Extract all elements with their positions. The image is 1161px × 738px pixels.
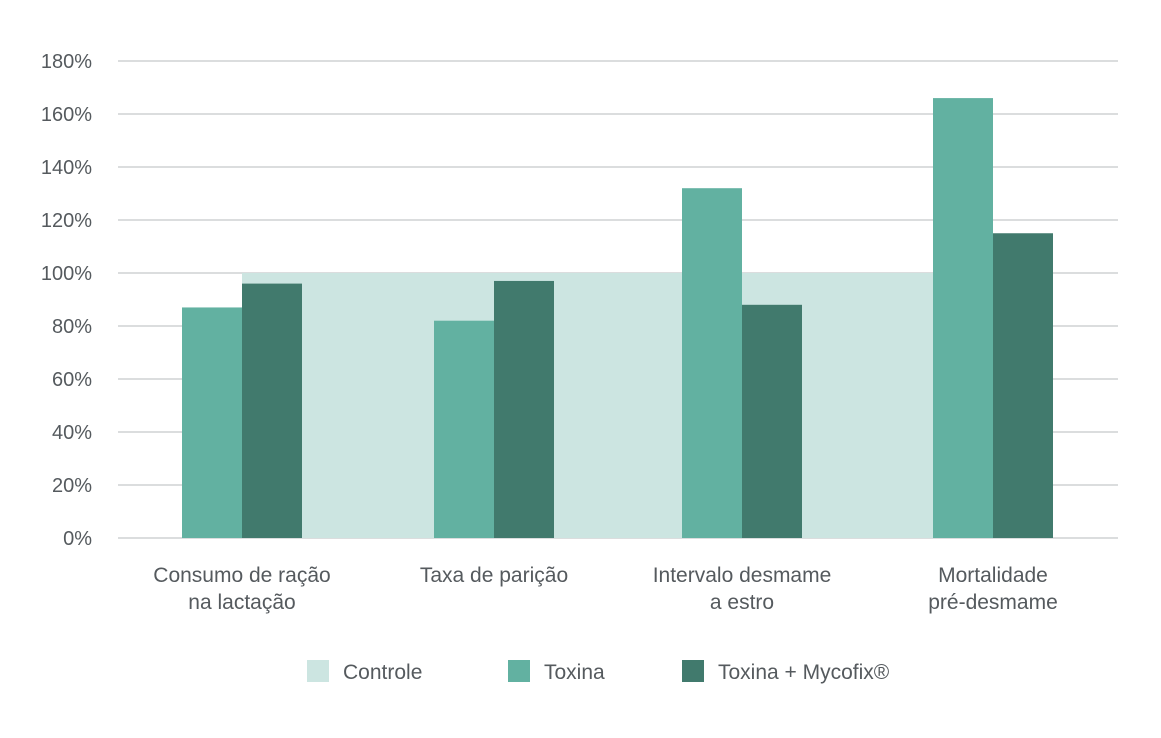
bar-toxina [434, 320, 494, 538]
legend: Controle Toxina Toxina + Mycofix® [307, 660, 890, 684]
y-tick-label: 100% [41, 263, 92, 285]
bar-toxina-mycofix [993, 233, 1053, 538]
controle-band [242, 273, 993, 538]
legend-item: Toxina [508, 660, 605, 684]
y-tick-label: 60% [52, 369, 92, 391]
legend-swatch [682, 660, 704, 682]
legend-swatch [307, 660, 329, 682]
bars [182, 98, 1053, 538]
y-tick-label: 80% [52, 316, 92, 338]
x-category-label: Mortalidade pré-desmame [928, 564, 1058, 614]
x-category-label: Intervalo desmame a estro [653, 564, 832, 614]
x-axis-labels: Consumo de ração na lactação Taxa de pariç… [153, 564, 1058, 614]
legend-swatch [508, 660, 530, 682]
y-tick-label: 0% [63, 528, 92, 550]
bar-toxina [182, 307, 242, 538]
x-category-label: Taxa de parição [420, 564, 568, 587]
bar-toxina-mycofix [242, 283, 302, 538]
y-tick-label: 120% [41, 210, 92, 232]
legend-label: Toxina [544, 661, 605, 684]
bar-toxina [933, 98, 993, 538]
y-axis: 0% 20% 40% 60% 80% 100% 120% 140% 160% 180% [41, 51, 92, 550]
legend-item: Toxina + Mycofix® [682, 660, 890, 684]
legend-item: Controle [307, 660, 422, 684]
bar-toxina-mycofix [742, 304, 802, 538]
bar-toxina [682, 188, 742, 538]
y-tick-label: 160% [41, 104, 92, 126]
y-tick-label: 180% [41, 51, 92, 73]
y-tick-label: 140% [41, 157, 92, 179]
legend-label: Controle [343, 661, 422, 684]
legend-label: Toxina + Mycofix® [718, 661, 890, 684]
y-tick-label: 20% [52, 475, 92, 497]
y-tick-label: 40% [52, 422, 92, 444]
controle-band-area [242, 273, 993, 538]
x-category-label: Consumo de ração na lactação [153, 564, 330, 614]
bar-toxina-mycofix [494, 280, 554, 538]
